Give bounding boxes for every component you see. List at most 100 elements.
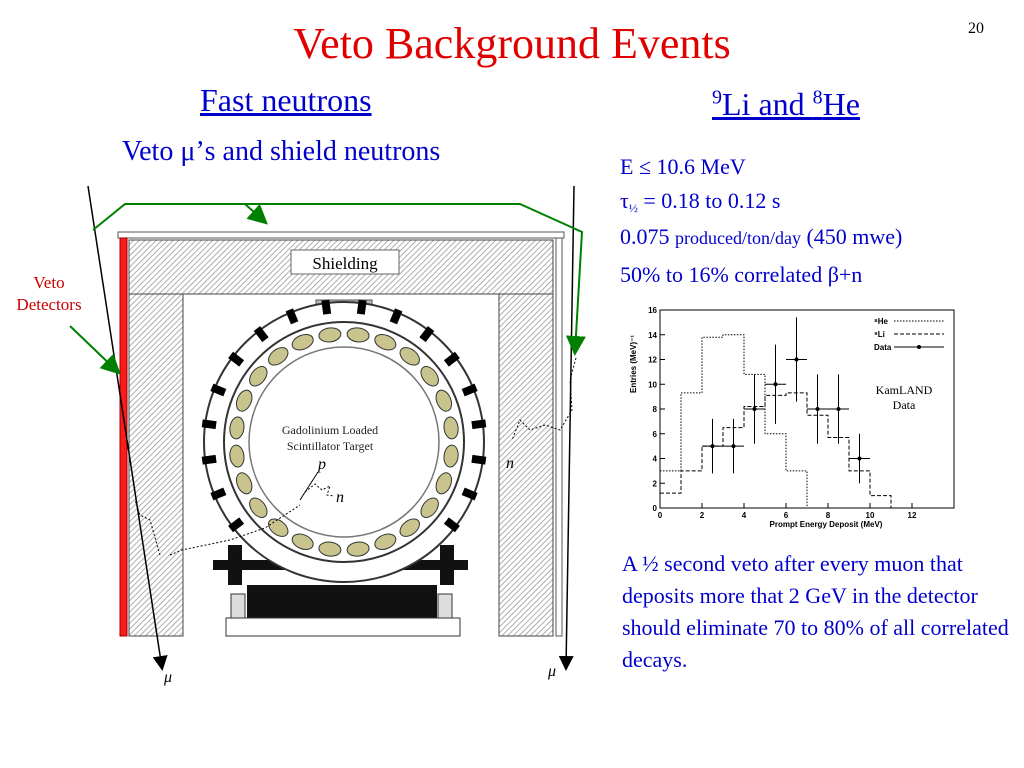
pmt-icon: [435, 472, 452, 495]
legend: ⁸He ⁹Li Data: [874, 317, 944, 352]
neutron-label: n: [336, 489, 344, 506]
veto-arrow-right: [245, 203, 586, 356]
proton-label: p: [317, 456, 326, 473]
kamland-annotation-1: KamLAND: [876, 383, 933, 397]
y-tick-label: 6: [653, 430, 658, 439]
data-marker: [710, 444, 715, 449]
pmt-icon: [346, 541, 370, 557]
pmt-icon: [291, 334, 314, 351]
pmt-array: [201, 299, 487, 557]
energy-limit: E ≤ 10.6 MeV: [620, 154, 746, 179]
target-label-line1: Gadolinium Loaded: [282, 423, 378, 437]
pmt-base-icon: [253, 326, 269, 343]
shield-neutron-left: [134, 499, 161, 556]
legend-data-marker: [917, 345, 921, 349]
y-tick-label: 16: [648, 306, 657, 315]
pmt-base-icon: [471, 454, 487, 465]
data-marker: [836, 407, 841, 411]
pmt-base-icon: [201, 419, 217, 430]
li-he-heading: 9Li and 8He: [712, 86, 860, 123]
slide-title: Veto Background Events: [293, 19, 731, 68]
pmt-icon: [229, 416, 245, 440]
veto-label-line2: Detectors: [16, 295, 82, 314]
stand-foot-right: [437, 593, 453, 621]
pmt-base-icon: [201, 454, 217, 465]
y-tick-label: 8: [653, 405, 658, 414]
muon-label-left: μ: [163, 669, 172, 686]
neutron-track-left: [169, 504, 301, 556]
stand-base: [247, 585, 437, 619]
shielding-label: Shielding: [312, 254, 378, 273]
veto-subheading: Veto μ’s and shield neutrons: [122, 136, 441, 167]
data-point: [786, 317, 807, 402]
target-label-line2: Scintillator Target: [287, 439, 374, 453]
x-tick-label: 8: [826, 511, 831, 520]
veto-detectors-label: Veto Detectors: [2, 272, 96, 316]
pmt-support: [223, 321, 465, 563]
data-point: [765, 344, 786, 424]
pmt-base-icon: [228, 517, 245, 533]
data-point: [702, 418, 723, 474]
pmt-base-icon: [419, 326, 435, 343]
pmt-base-icon: [228, 351, 245, 367]
y-tick-label: 10: [648, 380, 657, 389]
pmt-base-icon: [389, 308, 403, 325]
series-data-points: [702, 317, 870, 484]
half-life-value: = 0.18 to 0.12 s: [637, 188, 781, 213]
data-marker: [815, 407, 820, 411]
pmt-icon: [435, 389, 452, 412]
pmt-icon: [374, 334, 397, 351]
pmt-base-icon: [461, 487, 478, 501]
production-rate: 0.075 produced/ton/day (450 mwe): [620, 224, 902, 250]
rate-value: 0.075: [620, 224, 675, 249]
data-point: [849, 433, 870, 484]
proton-track: [299, 471, 319, 501]
pmt-icon: [399, 518, 420, 537]
legend-data-label: Data: [874, 343, 892, 352]
stand-leg-right: [440, 545, 454, 585]
y-axis-label: Entries (MeV)⁻¹: [629, 335, 638, 393]
rate-unit: produced/ton/day: [675, 228, 801, 248]
legend-li-label: ⁹Li: [874, 330, 885, 339]
shielding-left: [128, 293, 184, 637]
pmt-base-icon: [443, 517, 460, 533]
veto-arrow-left: [69, 325, 121, 375]
pmt-base-icon: [210, 383, 227, 397]
pmt-base-icon: [443, 351, 460, 367]
data-point: [828, 374, 849, 444]
floor-rail: [225, 617, 461, 637]
shielding-right: [498, 293, 554, 637]
data-marker: [731, 444, 736, 449]
veto-label-line1: Veto: [33, 273, 65, 292]
li-mass-number: 9: [712, 86, 722, 109]
pmt-base-icon: [461, 383, 478, 397]
x-tick-label: 12: [908, 511, 917, 520]
y-tick-label: 4: [653, 455, 658, 464]
veto-explanation: A ½ second veto after every muon that de…: [622, 551, 1009, 672]
data-marker: [752, 407, 757, 411]
data-point: [744, 374, 765, 444]
x-tick-label: 10: [866, 511, 875, 520]
pmt-icon: [420, 366, 439, 387]
he-heading-text: He: [822, 86, 860, 122]
pmt-icon: [443, 444, 459, 468]
x-tick-label: 2: [700, 511, 705, 520]
muon-track-right: [558, 185, 575, 671]
data-marker: [857, 456, 862, 461]
y-tick-label: 2: [653, 479, 658, 488]
pmt-icon: [318, 541, 342, 557]
stand-leg-left: [228, 545, 242, 585]
pmt-icon: [236, 472, 253, 495]
top-veto-bar: [117, 231, 565, 239]
pmt-base-icon: [321, 299, 332, 315]
legend-he-label: ⁸He: [874, 317, 889, 326]
fast-neutrons-heading: Fast neutrons: [200, 82, 372, 118]
pmt-icon: [374, 533, 397, 550]
pmt-icon: [236, 389, 253, 412]
pmt-base-icon: [471, 419, 487, 430]
pmt-icon: [249, 497, 268, 518]
x-axis-label: Prompt Energy Deposit (MeV): [770, 520, 883, 529]
y-tick-label: 12: [648, 356, 657, 365]
correlated-fraction: 50% to 16% correlated β+n: [620, 262, 863, 287]
pmt-icon: [443, 416, 459, 440]
